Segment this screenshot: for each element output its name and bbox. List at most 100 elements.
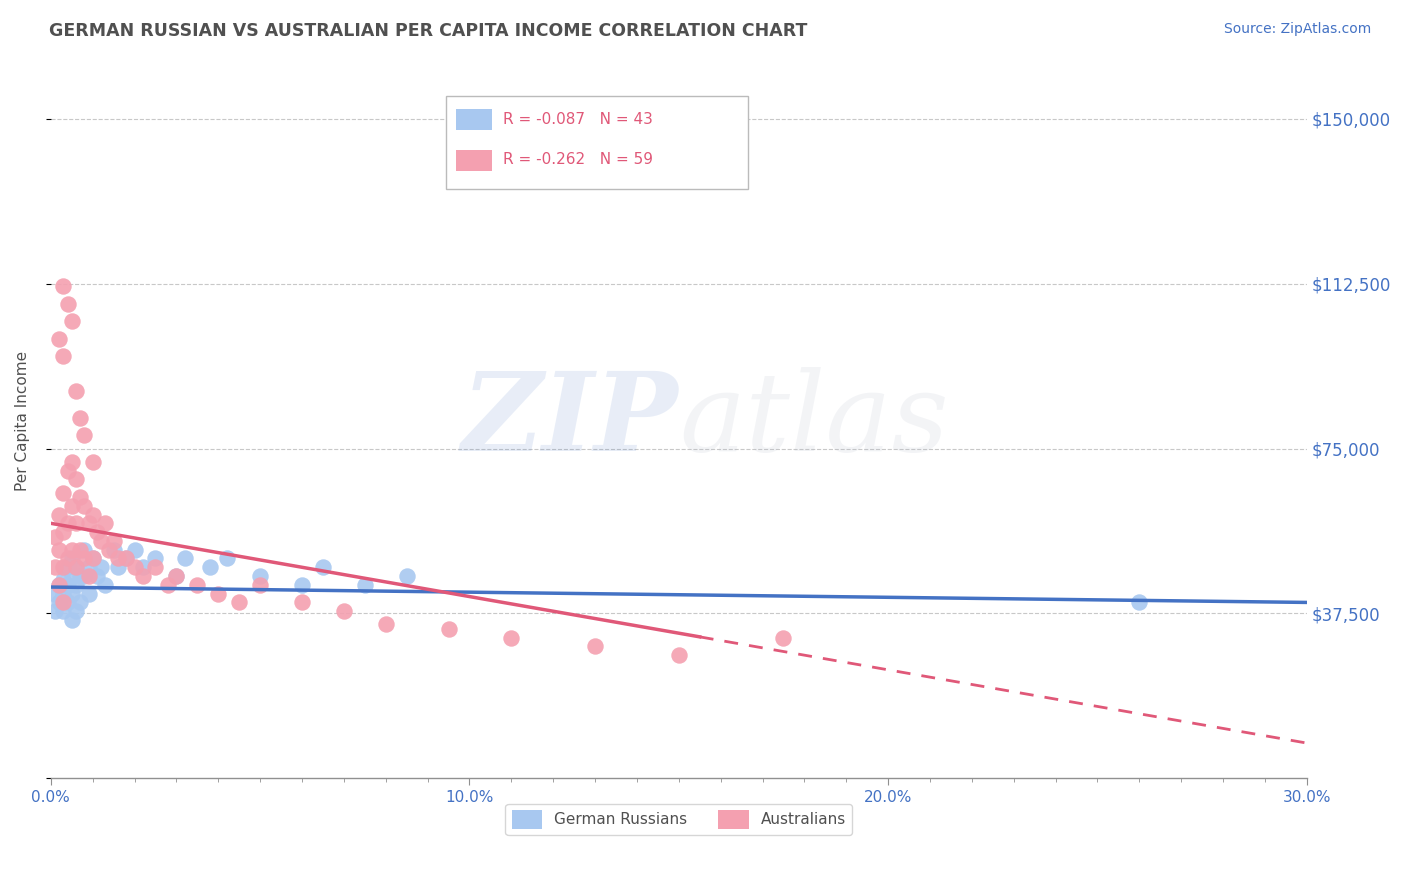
Point [56,516,79,531]
Point [77,516,100,531]
Point [56,551,79,566]
Point [60,314,83,328]
Point [56,464,79,478]
Point [145,560,167,574]
Point [77,587,100,601]
Point [1128,595,1150,609]
Point [52,485,75,500]
Point [73,569,96,583]
Text: ZIP: ZIP [463,368,679,475]
Point [353,578,375,592]
Point [52,604,75,618]
Point [69,490,91,504]
Point [69,595,91,609]
Point [772,631,794,645]
Point [60,542,83,557]
Point [73,542,96,557]
Text: GERMAN RUSSIAN VS AUSTRALIAN PER CAPITA INCOME CORRELATION CHART: GERMAN RUSSIAN VS AUSTRALIAN PER CAPITA … [49,22,807,40]
Point [94,516,117,531]
FancyBboxPatch shape [447,96,748,189]
Point [60,499,83,513]
Point [60,569,83,583]
Point [501,631,523,645]
Point [82,551,104,566]
Point [52,560,75,574]
Point [333,604,356,618]
Point [65,578,87,592]
Point [44,587,66,601]
Point [145,551,167,566]
Legend: German Russians, Australians: German Russians, Australians [505,804,852,835]
Point [249,569,271,583]
Point [86,525,108,540]
Point [56,595,79,609]
Point [60,551,83,566]
Point [132,569,155,583]
Point [86,569,108,583]
Point [48,578,70,592]
Point [73,499,96,513]
Point [186,578,208,592]
Point [157,578,180,592]
Point [65,384,87,399]
Point [52,574,75,588]
Point [115,551,138,566]
Point [228,595,250,609]
Point [48,578,70,592]
Point [395,569,418,583]
Y-axis label: Per Capita Income: Per Capita Income [15,351,30,491]
Point [249,578,271,592]
Point [82,508,104,522]
Point [48,542,70,557]
Point [94,578,117,592]
Point [77,569,100,583]
Point [165,569,187,583]
Point [198,560,221,574]
Point [65,472,87,486]
Point [56,296,79,310]
Point [82,551,104,566]
Text: R = -0.262   N = 59: R = -0.262 N = 59 [503,152,652,167]
Point [583,640,606,654]
Text: R = -0.087   N = 43: R = -0.087 N = 43 [503,112,652,127]
Point [132,560,155,574]
Point [437,622,460,636]
Point [69,542,91,557]
Point [668,648,690,662]
Point [103,533,125,548]
Point [215,551,238,566]
Point [77,560,100,574]
Point [107,560,129,574]
Point [65,604,87,618]
Point [374,617,396,632]
Point [107,551,129,566]
Point [52,349,75,363]
Text: atlas: atlas [679,368,949,475]
Point [291,578,314,592]
Point [65,560,87,574]
Point [56,578,79,592]
Text: Source: ZipAtlas.com: Source: ZipAtlas.com [1223,22,1371,37]
Point [44,604,66,618]
Point [312,560,335,574]
FancyBboxPatch shape [457,150,492,171]
Point [124,542,146,557]
Point [173,551,195,566]
Point [48,508,70,522]
Point [56,560,79,574]
Point [65,560,87,574]
Point [165,569,187,583]
Point [60,613,83,627]
Point [115,551,138,566]
FancyBboxPatch shape [457,109,492,130]
Point [207,587,229,601]
Point [69,410,91,425]
Point [124,560,146,574]
Point [60,587,83,601]
Point [98,542,121,557]
Point [52,525,75,540]
Point [82,455,104,469]
Point [103,542,125,557]
Point [44,529,66,543]
Point [73,551,96,566]
